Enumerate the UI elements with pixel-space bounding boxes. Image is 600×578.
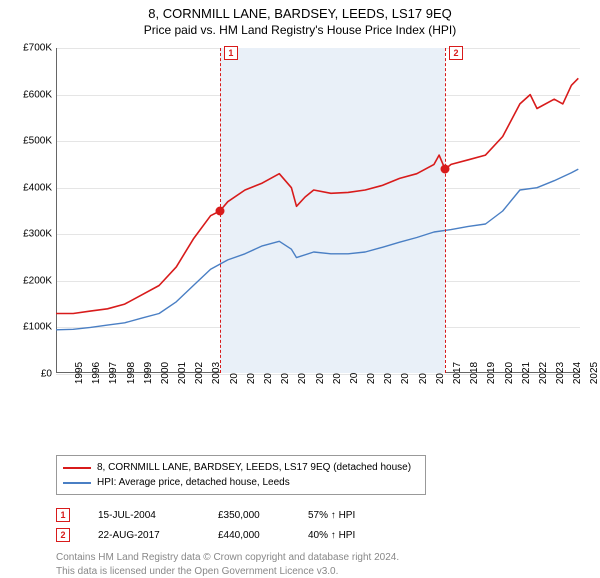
plot-area: £0£100K£200K£300K£400K£500K£600K£700K199…: [56, 47, 580, 373]
y-tick-label: £0: [41, 369, 56, 380]
events-table: 1 15-JUL-2004£350,00057% ↑ HPI 2 22-AUG-201…: [56, 505, 588, 545]
event-marker-box-2: 2: [449, 46, 463, 60]
event-date: 22-AUG-2017: [98, 530, 218, 541]
event-row-1: 1 15-JUL-2004£350,00057% ↑ HPI: [56, 505, 588, 525]
event-line-2: [445, 48, 446, 373]
event-date: 15-JUL-2004: [98, 510, 218, 521]
event-price: £440,000: [218, 530, 308, 541]
event-pct: 40% ↑ HPI: [308, 530, 398, 541]
y-tick-label: £400K: [23, 182, 56, 193]
legend-item-0: 8, CORNMILL LANE, BARDSEY, LEEDS, LS17 9…: [63, 460, 419, 475]
series-line-1: [56, 169, 578, 330]
series-svg: [56, 48, 580, 374]
y-tick-label: £500K: [23, 136, 56, 147]
event-pct: 57% ↑ HPI: [308, 510, 398, 521]
legend-swatch: [63, 482, 91, 484]
page-title: 8, CORNMILL LANE, BARDSEY, LEEDS, LS17 9…: [12, 6, 588, 21]
y-tick-label: £200K: [23, 275, 56, 286]
y-tick-label: £300K: [23, 229, 56, 240]
chart: £0£100K£200K£300K£400K£500K£600K£700K199…: [12, 43, 588, 413]
y-tick-label: £600K: [23, 89, 56, 100]
legend-swatch: [63, 467, 91, 469]
event-point-1: [215, 207, 224, 216]
footer-line-2: This data is licensed under the Open Gov…: [56, 565, 588, 578]
legend-label: HPI: Average price, detached house, Leed…: [97, 477, 290, 488]
series-line-0: [56, 78, 578, 313]
event-marker-box-1: 1: [224, 46, 238, 60]
event-price: £350,000: [218, 510, 308, 521]
y-tick-label: £700K: [23, 43, 56, 54]
footer: Contains HM Land Registry data © Crown c…: [56, 551, 588, 578]
event-row-box: 1: [56, 508, 70, 522]
event-point-2: [440, 165, 449, 174]
legend-item-1: HPI: Average price, detached house, Leed…: [63, 475, 419, 490]
legend-label: 8, CORNMILL LANE, BARDSEY, LEEDS, LS17 9…: [97, 462, 411, 473]
event-row-box: 2: [56, 528, 70, 542]
legend: 8, CORNMILL LANE, BARDSEY, LEEDS, LS17 9…: [56, 455, 426, 495]
y-tick-label: £100K: [23, 322, 56, 333]
event-row-2: 2 22-AUG-2017£440,00040% ↑ HPI: [56, 525, 588, 545]
footer-line-1: Contains HM Land Registry data © Crown c…: [56, 551, 588, 565]
page-subtitle: Price paid vs. HM Land Registry's House …: [12, 23, 588, 37]
